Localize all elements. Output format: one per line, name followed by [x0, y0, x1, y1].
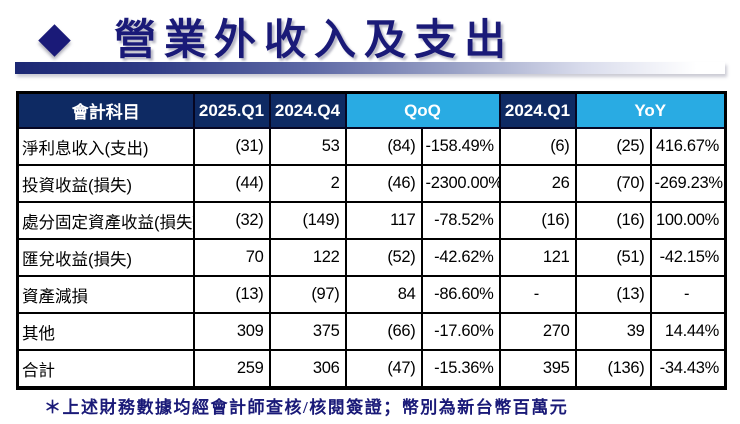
financial-table: 會計科目 2025.Q1 2024.Q4 QoQ 2024.Q1 YoY 淨利息…	[16, 91, 727, 390]
table-row: 處分固定資產收益(損失) (32) (149) 117 -78.52% (16) (16) 1…	[16, 201, 727, 240]
table-row: 匯兌收益(損失) 70 122 (52) -42.62% 121 (51) -42.15%	[16, 238, 727, 277]
value-cell: 70	[192, 238, 271, 277]
value-cell: 100.00%	[649, 201, 727, 240]
value-cell: (46)	[344, 164, 423, 203]
value-cell: 416.67%	[649, 127, 727, 166]
value-cell: 259	[192, 349, 271, 389]
header-2025q1: 2025.Q1	[192, 91, 271, 129]
header-account: 會計科目	[16, 91, 195, 129]
value-cell: (6)	[498, 127, 577, 166]
account-cell: 匯兌收益(損失)	[16, 238, 195, 277]
value-cell: 53	[268, 127, 347, 166]
value-cell: (51)	[574, 238, 652, 277]
value-cell: (149)	[268, 201, 347, 240]
value-cell: 306	[268, 349, 347, 389]
value-cell: -34.43%	[649, 349, 727, 389]
value-cell: -42.15%	[649, 238, 727, 277]
value-cell: (32)	[192, 201, 271, 240]
header-2024q4: 2024.Q4	[268, 91, 347, 129]
value-cell: 26	[498, 164, 577, 203]
value-cell: 14.44%	[649, 312, 727, 351]
value-cell: -2300.00%	[420, 164, 501, 203]
account-cell: 投資收益(損失)	[16, 164, 195, 203]
header-2024q1: 2024.Q1	[498, 91, 577, 129]
value-cell: 122	[268, 238, 347, 277]
value-cell: (25)	[574, 127, 652, 166]
diamond-bullet-icon	[38, 24, 71, 57]
table-row: 投資收益(損失) (44) 2 (46) -2300.00% 26 (70) -269.23%	[16, 164, 727, 203]
value-cell: -15.36%	[420, 349, 501, 389]
value-cell: (16)	[574, 201, 652, 240]
header-qoq: QoQ	[344, 91, 501, 129]
value-cell: 375	[268, 312, 347, 351]
table-body: 淨利息收入(支出) (31) 53 (84) -158.49% (6) (25) 416.67…	[16, 127, 727, 389]
value-cell: (13)	[574, 275, 652, 314]
account-cell: 資產減損	[16, 275, 195, 314]
value-cell: (13)	[192, 275, 271, 314]
value-cell: 270	[498, 312, 577, 351]
title-divider-bar	[15, 62, 725, 74]
value-cell: (16)	[498, 201, 577, 240]
value-cell: -269.23%	[649, 164, 727, 203]
value-cell: (97)	[268, 275, 347, 314]
value-cell: 395	[498, 349, 577, 389]
value-cell: 121	[498, 238, 577, 277]
value-cell: (70)	[574, 164, 652, 203]
value-cell: (44)	[192, 164, 271, 203]
value-cell: -42.62%	[420, 238, 501, 277]
header-yoy: YoY	[574, 91, 727, 129]
account-cell: 其他	[16, 312, 195, 351]
value-cell: (66)	[344, 312, 423, 351]
table-row: 合計 259 306 (47) -15.36% 395 (136) -34.43%	[16, 349, 727, 389]
page-title: 營業外收入及支出	[114, 18, 515, 64]
value-cell: 39	[574, 312, 652, 351]
value-cell: -158.49%	[420, 127, 501, 166]
account-cell: 合計	[16, 349, 195, 389]
value-cell: -86.60%	[420, 275, 501, 314]
value-cell: 84	[344, 275, 423, 314]
value-cell: (84)	[344, 127, 423, 166]
table-row: 淨利息收入(支出) (31) 53 (84) -158.49% (6) (25) 416.67…	[16, 127, 727, 166]
value-cell: (47)	[344, 349, 423, 389]
table-row: 其他 309 375 (66) -17.60% 270 39 14.44%	[16, 312, 727, 351]
table-header: 會計科目 2025.Q1 2024.Q4 QoQ 2024.Q1 YoY	[16, 91, 727, 129]
value-cell: (52)	[344, 238, 423, 277]
value-cell: (136)	[574, 349, 652, 389]
value-cell: (31)	[192, 127, 271, 166]
account-cell: 淨利息收入(支出)	[16, 127, 195, 166]
footnote: ＊上述財務數據均經會計師查核/核閱簽證；幣別為新台幣百萬元	[44, 398, 569, 417]
value-cell: -	[498, 275, 577, 314]
value-cell: 309	[192, 312, 271, 351]
table-row: 資產減損 (13) (97) 84 -86.60% - (13) -	[16, 275, 727, 314]
value-cell: 117	[344, 201, 423, 240]
value-cell: -17.60%	[420, 312, 501, 351]
value-cell: 2	[268, 164, 347, 203]
value-cell: -	[649, 275, 727, 314]
account-cell: 處分固定資產收益(損失)	[16, 201, 195, 240]
value-cell: -78.52%	[420, 201, 501, 240]
